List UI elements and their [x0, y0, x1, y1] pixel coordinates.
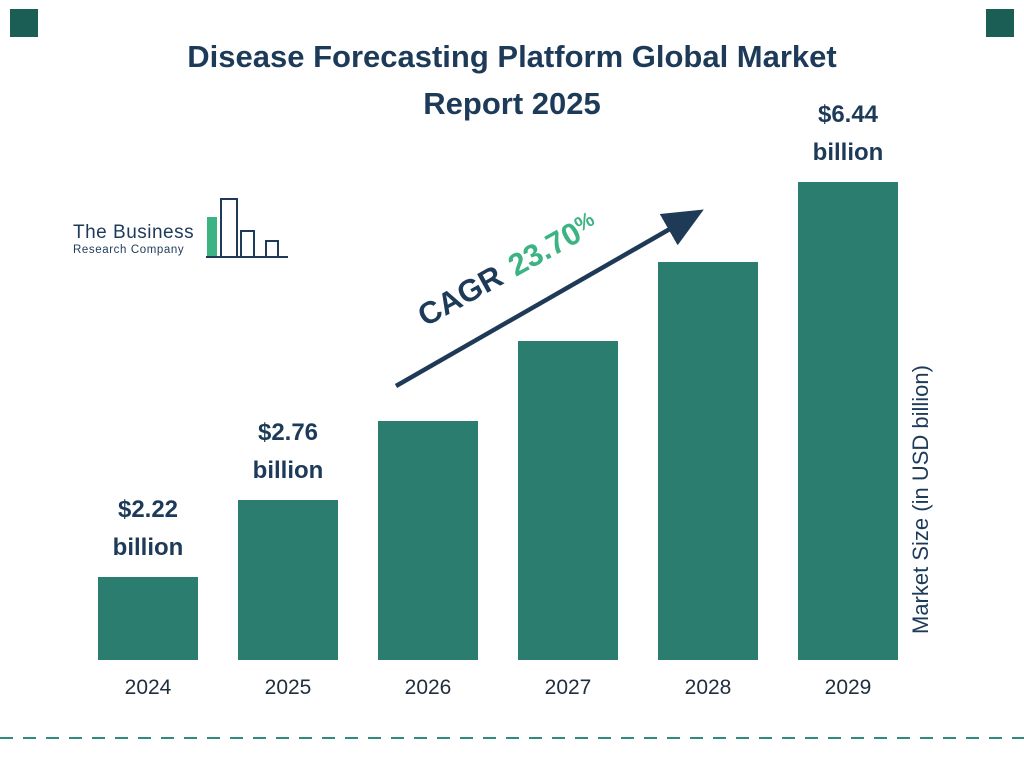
bar-value-amount: $2.22	[117, 496, 179, 523]
chart-title-line2: Report 2025	[423, 85, 601, 121]
bar-value-unit: billion	[812, 139, 884, 166]
bar-2029	[798, 182, 898, 660]
x-axis-label-2025: 2025	[264, 676, 312, 699]
bar-2026	[378, 421, 478, 660]
x-axis-label-2029: 2029	[824, 676, 872, 699]
bar-2025	[238, 500, 338, 660]
bar-value-unit: billion	[112, 534, 184, 561]
corner-square-top-right	[986, 9, 1014, 37]
bar-value-label-2025: $2.76 billion	[253, 414, 324, 490]
bar-column-2025: $2.76 billion 2025	[218, 95, 358, 699]
bar-value-label-2029: $6.44 billion	[813, 96, 884, 172]
bar-chart: $2.22 billion 2024 $2.76 billion 2025 2026 2027…	[78, 95, 918, 699]
x-axis-label-2026: 2026	[404, 676, 452, 699]
bar-value-amount: $6.44	[817, 101, 879, 128]
x-axis-label-2024: 2024	[124, 676, 172, 699]
bar-column-2024: $2.22 billion 2024	[78, 95, 218, 699]
bar-column-2027: 2027	[498, 95, 638, 699]
bar-2027	[518, 341, 618, 660]
x-axis-label-2027: 2027	[544, 676, 592, 699]
company-logo-text: The Business Research Company	[73, 222, 194, 262]
logo-name-line1: The Business	[73, 222, 195, 243]
bottom-dashed-line	[0, 737, 1024, 739]
bar-column-2026: 2026	[358, 95, 498, 699]
bar-2024	[98, 577, 198, 660]
chart-title-line1: Disease Forecasting Platform Global Mark…	[187, 39, 837, 74]
chart-title: Disease Forecasting Platform Global Mark…	[0, 34, 1024, 127]
company-logo: The Business Research Company	[73, 196, 290, 262]
bar-value-amount: $2.76	[257, 419, 319, 446]
logo-name-line2: Research Company	[73, 244, 185, 256]
x-axis-label-2028: 2028	[684, 676, 732, 699]
corner-square-top-left	[10, 9, 38, 37]
bar-column-2028: 2028	[638, 95, 778, 699]
bar-value-unit: billion	[252, 457, 324, 484]
bar-column-2029: $6.44 billion 2029	[778, 95, 918, 699]
bar-value-label-2024: $2.22 billion	[113, 491, 184, 567]
logo-bars-icon	[206, 198, 289, 258]
bar-2028	[658, 262, 758, 660]
y-axis-title: Market Size (in USD billion)	[908, 365, 933, 635]
